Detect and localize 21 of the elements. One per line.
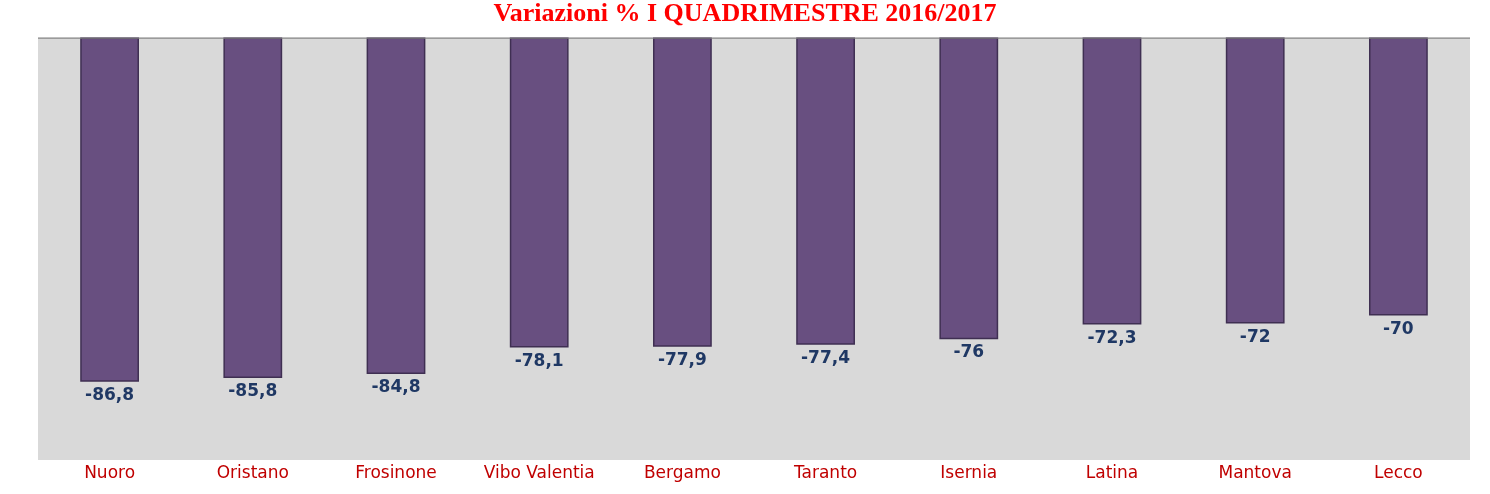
data-label: -76: [953, 341, 985, 362]
chart-title: Variazioni % I QUADRIMESTRE 2016/2017: [493, 0, 997, 27]
data-label: -86,8: [85, 384, 135, 405]
data-label: -78,1: [514, 349, 564, 370]
x-tick-label: Oristano: [216, 462, 289, 482]
x-tick-label: Taranto: [792, 462, 858, 482]
data-label: -77,9: [657, 348, 707, 369]
data-label: -84,8: [371, 376, 421, 397]
x-tick-label: Frosinone: [355, 462, 437, 482]
x-tick-label: Latina: [1085, 462, 1139, 482]
x-tick-label: Nuoro: [84, 462, 136, 482]
data-label: -77,4: [801, 346, 851, 367]
x-tick-label: Lecco: [1374, 462, 1423, 482]
x-tick-label: Mantova: [1218, 462, 1292, 482]
x-tick-label: Bergamo: [643, 462, 721, 482]
data-label: -70: [1382, 317, 1414, 338]
data-label: -85,8: [228, 380, 278, 401]
x-tick-label: Vibo Valentia: [483, 462, 595, 482]
data-label: -72,3: [1087, 326, 1137, 347]
x-tick-label: Isernia: [940, 462, 998, 482]
data-label: -72: [1239, 325, 1271, 346]
